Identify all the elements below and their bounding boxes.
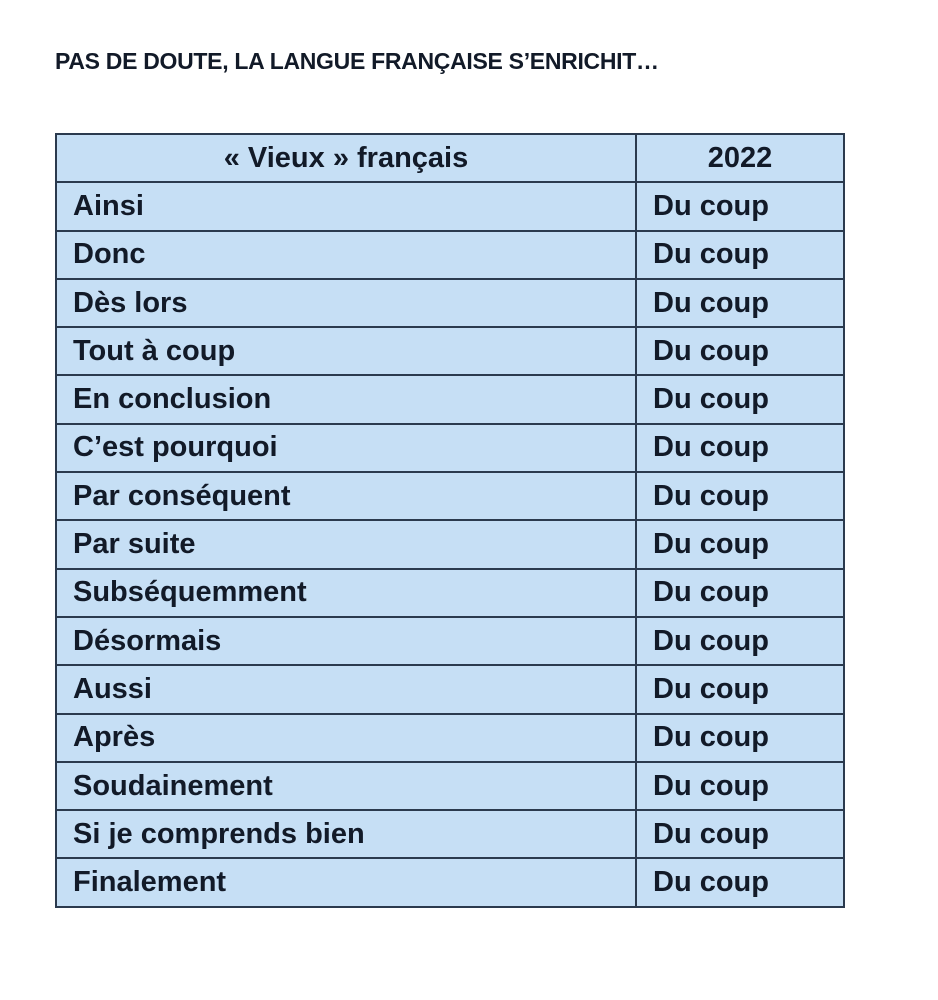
table-row: Soudainement Du coup <box>55 760 845 812</box>
table-row: Après Du coup <box>55 712 845 763</box>
old-french-cell: Donc <box>55 229 637 280</box>
modern-cell: Du coup <box>635 712 845 763</box>
modern-cell: Du coup <box>635 326 845 377</box>
table-row: Si je comprends bien Du coup <box>55 809 845 860</box>
old-french-cell: Désormais <box>55 615 637 667</box>
table-row: Par suite Du coup <box>55 519 845 570</box>
modern-cell: Du coup <box>635 229 845 280</box>
table-row: Dès lors Du coup <box>55 277 845 329</box>
page-title: PAS DE DOUTE, LA LANGUE FRANÇAISE S’ENRI… <box>55 48 659 74</box>
old-french-cell: Aussi <box>55 664 637 715</box>
table-row: Désormais Du coup <box>55 615 845 667</box>
modern-cell: Du coup <box>635 471 845 522</box>
modern-cell: Du coup <box>635 277 845 329</box>
old-french-cell: Tout à coup <box>55 326 637 377</box>
modern-cell: Du coup <box>635 664 845 715</box>
modern-cell: Du coup <box>635 857 845 908</box>
header-old-french: « Vieux » français <box>55 132 637 184</box>
table-header-row: « Vieux » français 2022 <box>55 132 845 184</box>
modern-cell: Du coup <box>635 519 845 570</box>
table-row: Subséquemment Du coup <box>55 567 845 618</box>
modern-cell: Du coup <box>635 615 845 667</box>
table-row: Par conséquent Du coup <box>55 471 845 522</box>
table-row: Finalement Du coup <box>55 857 845 908</box>
old-french-cell: Ainsi <box>55 181 637 232</box>
comparison-table: « Vieux » français 2022 Ainsi Du coup Donc… <box>55 132 845 908</box>
old-french-cell: Si je comprends bien <box>55 809 637 860</box>
table-row: Tout à coup Du coup <box>55 326 845 377</box>
old-french-cell: Soudainement <box>55 760 637 812</box>
modern-cell: Du coup <box>635 422 845 474</box>
modern-cell: Du coup <box>635 809 845 860</box>
old-french-cell: Par suite <box>55 519 637 570</box>
old-french-cell: En conclusion <box>55 374 637 425</box>
modern-cell: Du coup <box>635 567 845 618</box>
table-row: Ainsi Du coup <box>55 181 845 232</box>
table-row: Donc Du coup <box>55 229 845 280</box>
old-french-cell: Subséquemment <box>55 567 637 618</box>
old-french-cell: Par conséquent <box>55 471 637 522</box>
old-french-cell: Après <box>55 712 637 763</box>
header-2022: 2022 <box>635 132 845 184</box>
table-row: C’est pourquoi Du coup <box>55 422 845 474</box>
modern-cell: Du coup <box>635 374 845 425</box>
old-french-cell: C’est pourquoi <box>55 422 637 474</box>
old-french-cell: Finalement <box>55 857 637 908</box>
modern-cell: Du coup <box>635 181 845 232</box>
table-row: En conclusion Du coup <box>55 374 845 425</box>
modern-cell: Du coup <box>635 760 845 812</box>
old-french-cell: Dès lors <box>55 277 637 329</box>
table-row: Aussi Du coup <box>55 664 845 715</box>
